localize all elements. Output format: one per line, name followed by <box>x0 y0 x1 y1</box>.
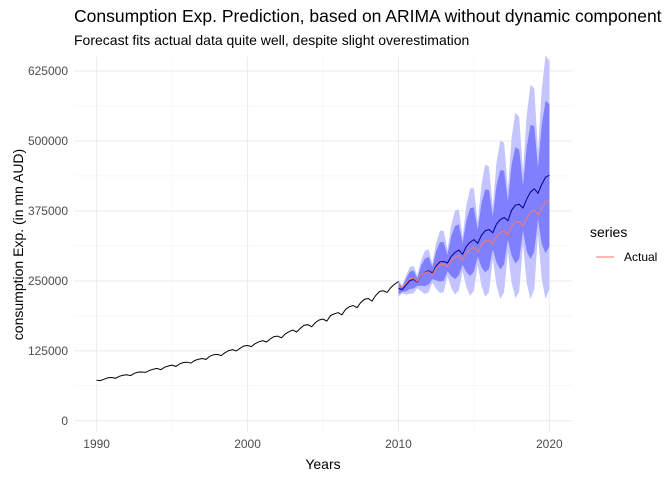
x-axis-title: Years <box>305 456 340 472</box>
legend-title: series <box>590 224 627 240</box>
y-tick-label: 375000 <box>28 204 68 218</box>
x-tick-labels: 1990 2000 2010 2020 <box>83 437 563 451</box>
x-tick-label: 1990 <box>83 437 110 451</box>
y-tick-label: 500000 <box>28 134 68 148</box>
history-line <box>96 281 399 382</box>
chart-subtitle: Forecast fits actual data quite well, de… <box>74 32 470 48</box>
legend-label-actual: Actual <box>624 250 657 264</box>
chart-title: Consumption Exp. Prediction, based on AR… <box>74 6 662 26</box>
actual-line <box>398 200 550 288</box>
forecast-bands <box>398 55 550 300</box>
y-tick-label: 125000 <box>28 344 68 358</box>
y-axis-title: consumption Exp. (in mn AUD) <box>10 149 26 340</box>
forecast-80-band <box>398 100 550 295</box>
legend: series Actual <box>590 224 657 264</box>
y-tick-label: 0 <box>61 414 68 428</box>
x-tick-label: 2000 <box>234 437 261 451</box>
y-tick-label: 250000 <box>28 274 68 288</box>
y-tick-labels: 0 125000 250000 375000 500000 625000 <box>28 64 68 428</box>
y-tick-label: 625000 <box>28 64 68 78</box>
x-tick-label: 2020 <box>536 437 563 451</box>
x-tick-label: 2010 <box>385 437 412 451</box>
series-lines <box>96 174 550 382</box>
